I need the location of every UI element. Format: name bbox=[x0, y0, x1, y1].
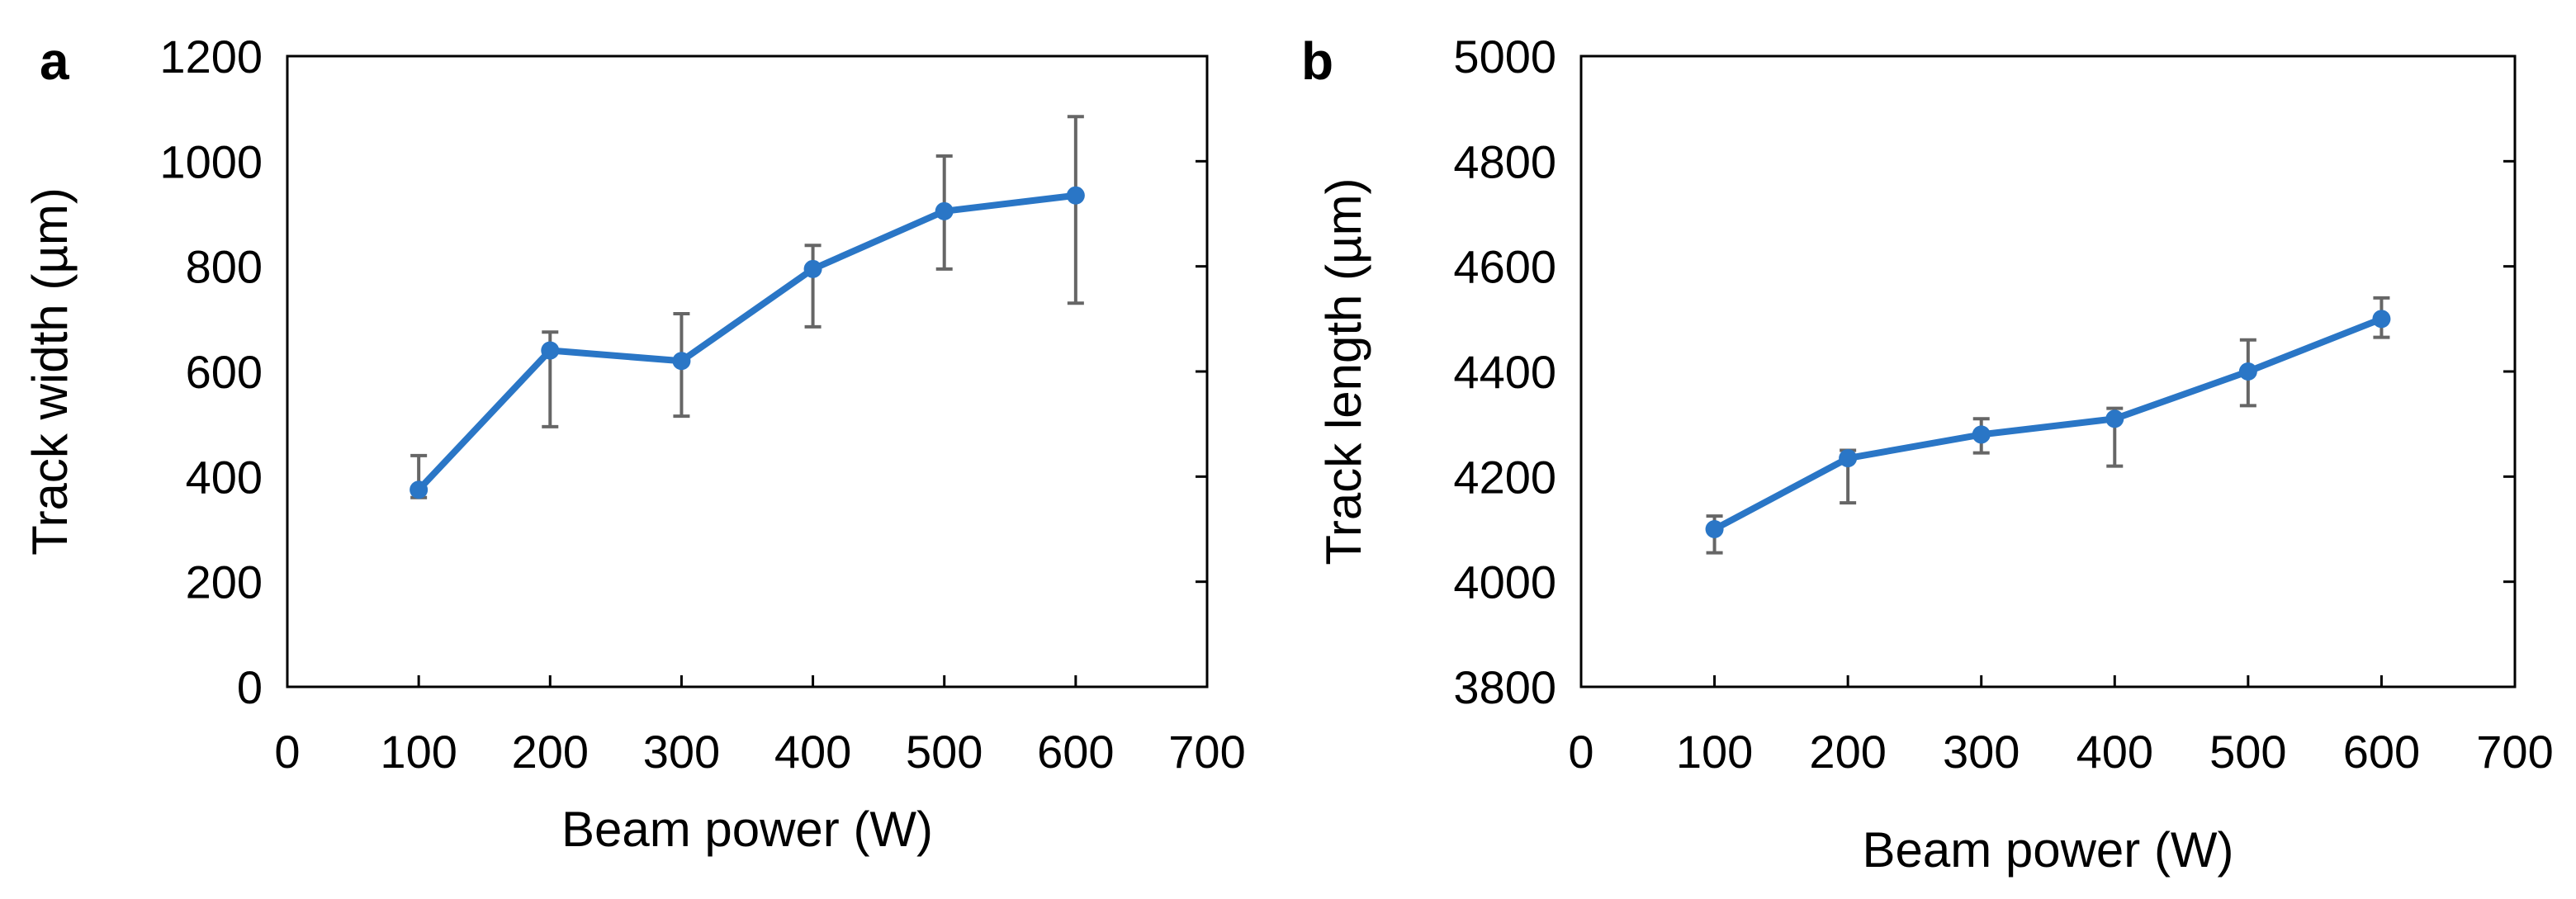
panel-label: a bbox=[40, 31, 69, 91]
plot-area-frame bbox=[1579, 54, 2517, 688]
x-tick-label: 700 bbox=[1168, 726, 1245, 778]
data-point bbox=[2105, 409, 2124, 428]
x-tick-label: 600 bbox=[1037, 726, 1114, 778]
y-tick-label: 400 bbox=[186, 451, 263, 503]
plot-area-frame bbox=[286, 54, 1209, 688]
x-tick-label: 300 bbox=[643, 726, 720, 778]
panel-a: a 0 200 400 600 800 1000 1200 0 100 200 300 400 500… bbox=[22, 31, 1246, 857]
x-tick-label: 400 bbox=[774, 726, 851, 778]
x-tick-label: 200 bbox=[512, 726, 589, 778]
x-tick-label: 0 bbox=[274, 726, 300, 778]
y-tick-label: 4400 bbox=[1453, 346, 1556, 398]
x-tick-label: 100 bbox=[380, 726, 457, 778]
data-point bbox=[2238, 362, 2257, 381]
y-axis-title: Track length (µm) bbox=[1316, 177, 1371, 565]
y-axis: 3800 4000 4200 4400 4600 4800 5000 bbox=[1453, 31, 2515, 713]
x-axis: 0 100 200 300 400 500 600 700 bbox=[274, 675, 1246, 778]
x-tick-label: 200 bbox=[1809, 726, 1886, 778]
y-tick-label: 1200 bbox=[159, 31, 263, 83]
series-line-track-width bbox=[415, 192, 1079, 494]
y-tick-label: 4200 bbox=[1453, 451, 1556, 503]
x-axis: 0 100 200 300 400 500 600 700 bbox=[1568, 675, 2554, 778]
x-tick-label: 400 bbox=[2076, 726, 2153, 778]
x-tick-label: 700 bbox=[2476, 726, 2553, 778]
x-axis-title: Beam power (W) bbox=[1862, 822, 2233, 878]
data-point bbox=[410, 480, 429, 499]
data-points bbox=[410, 186, 1085, 499]
x-axis-title: Beam power (W) bbox=[561, 802, 933, 857]
x-tick-label: 600 bbox=[2343, 726, 2420, 778]
y-tick-label: 4800 bbox=[1453, 135, 1556, 187]
data-point bbox=[1066, 186, 1085, 205]
data-point bbox=[1705, 520, 1724, 538]
data-point bbox=[672, 352, 691, 371]
y-tick-label: 5000 bbox=[1453, 31, 1556, 83]
x-tick-label: 500 bbox=[2209, 726, 2286, 778]
y-tick-label: 1000 bbox=[159, 135, 263, 187]
y-tick-label: 800 bbox=[186, 241, 263, 293]
y-axis-title: Track width (µm) bbox=[22, 187, 78, 556]
y-axis: 0 200 400 600 800 1000 1200 bbox=[159, 31, 1207, 713]
series-line-track-length bbox=[1711, 315, 2385, 532]
data-point bbox=[1839, 449, 1858, 468]
panel-label: b bbox=[1301, 31, 1333, 91]
data-point bbox=[2372, 310, 2391, 329]
x-tick-label: 500 bbox=[906, 726, 983, 778]
y-tick-label: 0 bbox=[237, 661, 263, 713]
x-tick-label: 100 bbox=[1676, 726, 1753, 778]
data-points bbox=[1705, 310, 2391, 538]
data-point bbox=[935, 201, 954, 220]
y-tick-label: 600 bbox=[186, 346, 263, 398]
y-tick-label: 4600 bbox=[1453, 241, 1556, 293]
panel-b: b 3800 4000 4200 4400 4600 4800 5000 0 100 200 30… bbox=[1301, 31, 2554, 878]
data-point bbox=[1972, 425, 1991, 444]
error-bars bbox=[410, 115, 1084, 499]
x-tick-label: 300 bbox=[1943, 726, 2020, 778]
y-tick-label: 4000 bbox=[1453, 556, 1556, 608]
data-point bbox=[803, 259, 822, 278]
y-tick-label: 3800 bbox=[1453, 661, 1556, 713]
data-point bbox=[541, 341, 560, 360]
x-tick-label: 0 bbox=[1568, 726, 1593, 778]
y-tick-label: 200 bbox=[186, 556, 263, 608]
